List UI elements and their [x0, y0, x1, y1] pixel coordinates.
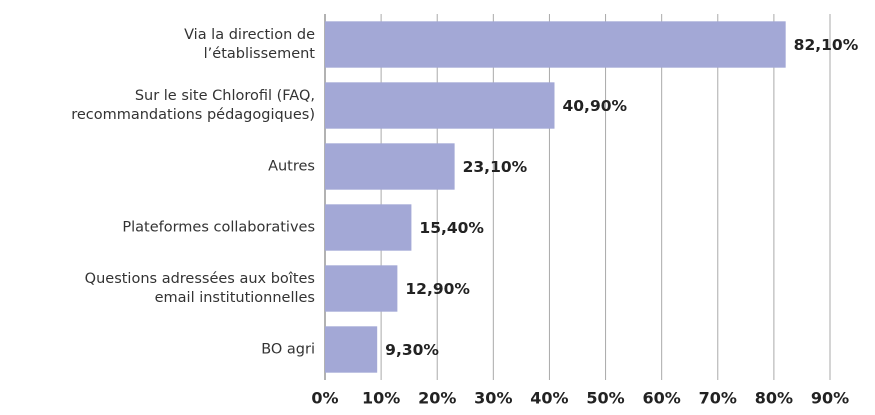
y-tick-label: Autres [268, 158, 315, 174]
x-tick-label: 20% [418, 389, 456, 408]
bar [325, 143, 455, 190]
y-tick-label: BO agri [261, 341, 315, 357]
y-tick-label: Plateformes collaboratives [122, 219, 315, 235]
x-tick-label: 80% [755, 389, 793, 408]
bar [325, 82, 555, 129]
x-tick-label: 10% [362, 389, 400, 408]
y-tick-label: Questions adressées aux boîtes email ins… [84, 270, 315, 306]
x-tick-label: 30% [474, 389, 512, 408]
value-label: 9,30% [385, 341, 439, 359]
value-label: 15,40% [419, 219, 484, 237]
x-tick-label: 40% [530, 389, 568, 408]
bar [325, 326, 378, 373]
y-tick-label: Via la direction de l’établissement [184, 26, 315, 62]
x-tick-label: 70% [699, 389, 737, 408]
x-tick-label: 0% [311, 389, 338, 408]
value-label: 40,90% [562, 97, 627, 115]
bar [325, 204, 412, 251]
value-label: 82,10% [794, 36, 859, 54]
y-tick-label: Sur le site Chlorofil (FAQ, recommandati… [71, 87, 315, 123]
x-tick-label: 50% [586, 389, 624, 408]
value-label: 12,90% [405, 280, 470, 298]
x-tick-label: 60% [643, 389, 681, 408]
bar [325, 265, 398, 312]
x-tick-label: 90% [811, 389, 849, 408]
value-label: 23,10% [463, 158, 528, 176]
bar [325, 21, 786, 68]
